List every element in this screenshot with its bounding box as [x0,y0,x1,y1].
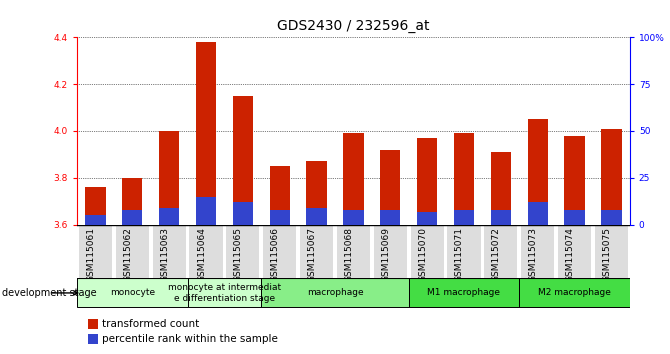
Text: GSM115066: GSM115066 [271,227,280,282]
FancyBboxPatch shape [374,225,407,278]
Bar [88,319,98,329]
Text: M1 macrophage: M1 macrophage [427,289,500,297]
Bar [527,119,548,225]
Bar [269,210,290,225]
Bar [269,166,290,225]
Text: GSM115063: GSM115063 [160,227,169,282]
FancyBboxPatch shape [116,225,149,278]
FancyBboxPatch shape [300,225,333,278]
FancyBboxPatch shape [519,279,630,307]
Bar [196,42,216,225]
Bar [601,210,622,225]
Bar [380,210,401,225]
Text: macrophage: macrophage [307,289,363,297]
FancyBboxPatch shape [261,279,409,307]
FancyBboxPatch shape [558,225,591,278]
FancyBboxPatch shape [188,279,261,307]
FancyBboxPatch shape [409,279,519,307]
Bar [343,210,364,225]
FancyBboxPatch shape [190,225,222,278]
FancyBboxPatch shape [226,225,259,278]
Text: GSM115074: GSM115074 [565,227,574,282]
FancyBboxPatch shape [263,225,296,278]
Bar [122,178,143,225]
Text: monocyte at intermediat
e differentiation stage: monocyte at intermediat e differentiatio… [168,283,281,303]
Bar [417,212,438,225]
FancyBboxPatch shape [521,225,554,278]
Bar [564,136,585,225]
FancyBboxPatch shape [79,225,112,278]
Bar [159,131,180,225]
FancyBboxPatch shape [595,225,628,278]
Text: GSM115068: GSM115068 [344,227,354,282]
Text: GSM115061: GSM115061 [86,227,95,282]
Text: GSM115065: GSM115065 [234,227,243,282]
Bar [454,133,474,225]
Bar [601,129,622,225]
Bar [454,210,474,225]
Text: transformed count: transformed count [103,319,200,329]
Bar [527,202,548,225]
Text: GSM115062: GSM115062 [123,227,132,282]
Text: GSM115072: GSM115072 [492,227,501,282]
Text: percentile rank within the sample: percentile rank within the sample [103,334,278,344]
Bar [122,210,143,225]
Bar [85,215,106,225]
Bar [343,133,364,225]
Bar [196,196,216,225]
FancyBboxPatch shape [448,225,480,278]
Text: GSM115064: GSM115064 [197,227,206,282]
Bar [159,208,180,225]
Bar [417,138,438,225]
Text: GSM115075: GSM115075 [602,227,611,282]
Text: GSM115070: GSM115070 [418,227,427,282]
Bar [306,208,327,225]
Text: GSM115069: GSM115069 [381,227,390,282]
Text: GSM115073: GSM115073 [529,227,538,282]
FancyBboxPatch shape [153,225,186,278]
Bar [85,187,106,225]
FancyBboxPatch shape [337,225,370,278]
Bar [232,202,253,225]
Bar [232,96,253,225]
Title: GDS2430 / 232596_at: GDS2430 / 232596_at [277,19,429,33]
Bar [564,210,585,225]
Text: development stage: development stage [1,288,96,298]
Bar [490,152,511,225]
Text: GSM115071: GSM115071 [455,227,464,282]
Text: monocyte: monocyte [110,289,155,297]
Text: M2 macrophage: M2 macrophage [538,289,611,297]
Bar [88,334,98,344]
FancyBboxPatch shape [484,225,517,278]
FancyBboxPatch shape [77,279,188,307]
Bar [306,161,327,225]
Text: GSM115067: GSM115067 [308,227,317,282]
FancyBboxPatch shape [411,225,444,278]
Bar [490,210,511,225]
Bar [380,150,401,225]
